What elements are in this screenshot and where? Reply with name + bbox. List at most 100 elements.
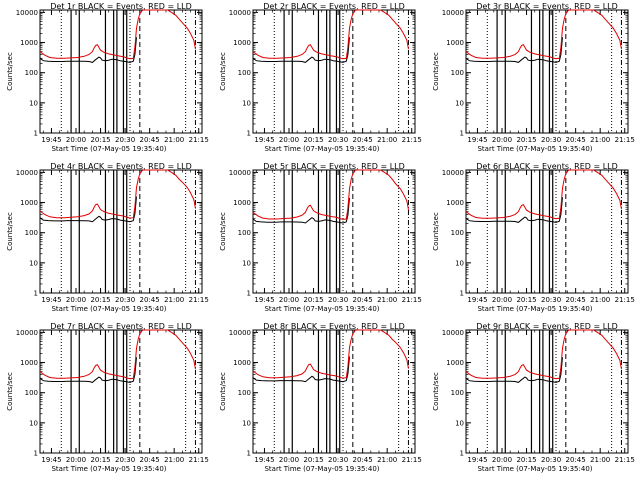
y-tick-label: 10000 <box>16 9 38 17</box>
plot-frame <box>39 9 203 134</box>
plot-frame <box>252 329 416 454</box>
y-tick-label: 1 <box>247 290 251 298</box>
x-axis-label: Start Time (07-May-05 19:35:40) <box>51 145 166 153</box>
x-tick-label: 20:00 <box>66 456 86 464</box>
x-tick-label: 20:45 <box>566 296 586 304</box>
x-tick-label: 20:15 <box>303 296 323 304</box>
y-tick-label: 1000 <box>233 199 251 207</box>
series-line-lld <box>465 9 622 60</box>
y-tick-label: 10 <box>242 99 251 107</box>
x-tick-label: 20:15 <box>90 456 110 464</box>
y-tick-label: 1 <box>460 130 464 138</box>
y-tick-label: 10000 <box>16 169 38 177</box>
y-tick-label: 1000 <box>20 199 38 207</box>
x-axis-label: Start Time (07-May-05 19:35:40) <box>264 145 379 153</box>
x-tick-label: 21:15 <box>189 296 209 304</box>
x-tick-label: 20:30 <box>328 136 348 144</box>
y-tick-label: 1 <box>247 450 251 458</box>
y-tick-label: 100 <box>451 389 464 397</box>
x-tick-label: 21:00 <box>164 456 184 464</box>
x-tick-label: 20:00 <box>492 136 512 144</box>
x-tick-label: 19:45 <box>41 296 61 304</box>
x-tick-label: 19:45 <box>467 136 487 144</box>
y-axis-label: Counts/sec <box>219 52 227 91</box>
x-axis-label: Start Time (07-May-05 19:35:40) <box>477 465 592 473</box>
x-tick-label: 20:00 <box>66 296 86 304</box>
y-tick-label: 10 <box>29 419 38 427</box>
y-axis-label: Counts/sec <box>6 52 14 91</box>
y-tick-label: 1 <box>34 130 38 138</box>
series-line-lld <box>39 9 196 60</box>
series-line-lld <box>252 169 409 220</box>
x-tick-label: 20:00 <box>279 296 299 304</box>
x-tick-label: 21:00 <box>590 296 610 304</box>
series-line-lld <box>465 169 622 220</box>
x-tick-label: 20:15 <box>516 136 536 144</box>
x-tick-label: 20:30 <box>115 456 135 464</box>
panel-7: Det 7r BLACK = Events, RED = LLD 1 10 100 10… <box>6 322 209 473</box>
y-tick-label: 10 <box>242 259 251 267</box>
x-tick-label: 20:30 <box>541 456 561 464</box>
y-tick-label: 10 <box>455 419 464 427</box>
panel-title: Det 5r BLACK = Events, RED = LLD <box>263 162 405 171</box>
panel-1: Det 1r BLACK = Events, RED = LLD 1 10 100 10… <box>6 2 209 153</box>
y-tick-label: 1000 <box>446 39 464 47</box>
x-tick-label: 20:30 <box>541 136 561 144</box>
y-axis-label: Counts/sec <box>6 212 14 251</box>
panel-9: Det 9r BLACK = Events, RED = LLD 1 10 100 10… <box>432 322 635 473</box>
x-tick-label: 20:15 <box>516 296 536 304</box>
x-tick-label: 21:00 <box>377 136 397 144</box>
x-tick-label: 19:45 <box>254 456 274 464</box>
x-tick-label: 20:30 <box>541 296 561 304</box>
x-tick-label: 21:15 <box>402 456 422 464</box>
x-tick-label: 21:00 <box>164 296 184 304</box>
series-line-events <box>252 356 350 383</box>
y-tick-label: 1 <box>34 450 38 458</box>
series-line-events <box>252 37 350 63</box>
y-tick-label: 10 <box>29 99 38 107</box>
y-tick-label: 100 <box>451 229 464 237</box>
y-tick-label: 10 <box>242 419 251 427</box>
series-line-lld <box>39 329 196 380</box>
panel-8: Det 8r BLACK = Events, RED = LLD 1 10 100 10… <box>219 322 422 473</box>
y-tick-label: 10000 <box>229 329 251 337</box>
x-tick-label: 20:15 <box>516 456 536 464</box>
plot-frame <box>465 329 629 454</box>
series-line-events <box>465 37 563 63</box>
x-tick-label: 19:45 <box>41 456 61 464</box>
y-tick-label: 1 <box>34 290 38 298</box>
y-axis-label: Counts/sec <box>6 372 14 411</box>
plot-frame <box>252 9 416 134</box>
x-tick-label: 20:15 <box>303 136 323 144</box>
y-tick-label: 10000 <box>442 169 464 177</box>
series-line-lld <box>252 9 409 60</box>
x-tick-label: 20:45 <box>353 136 373 144</box>
y-tick-label: 10000 <box>229 9 251 17</box>
y-tick-label: 10000 <box>229 169 251 177</box>
y-tick-label: 10000 <box>442 329 464 337</box>
y-axis-label: Counts/sec <box>219 372 227 411</box>
x-tick-label: 19:45 <box>467 296 487 304</box>
x-tick-label: 19:45 <box>467 456 487 464</box>
y-tick-label: 100 <box>238 229 251 237</box>
x-tick-label: 20:45 <box>566 456 586 464</box>
x-tick-label: 19:45 <box>41 136 61 144</box>
plot-frame <box>39 329 203 454</box>
plot-frame <box>252 169 416 294</box>
x-tick-label: 20:15 <box>90 296 110 304</box>
panel-title: Det 4r BLACK = Events, RED = LLD <box>50 162 192 171</box>
y-axis-label: Counts/sec <box>432 372 440 411</box>
y-tick-label: 100 <box>238 69 251 77</box>
y-tick-label: 1 <box>460 450 464 458</box>
x-tick-label: 21:00 <box>377 456 397 464</box>
y-tick-label: 1 <box>247 130 251 138</box>
panel-title: Det 9r BLACK = Events, RED = LLD <box>476 322 618 331</box>
plot-frame <box>465 9 629 134</box>
panel-title: Det 8r BLACK = Events, RED = LLD <box>263 322 405 331</box>
x-tick-label: 20:45 <box>140 296 160 304</box>
y-tick-label: 10000 <box>442 9 464 17</box>
x-axis-label: Start Time (07-May-05 19:35:40) <box>264 305 379 313</box>
y-axis-label: Counts/sec <box>219 212 227 251</box>
panel-title: Det 2r BLACK = Events, RED = LLD <box>263 2 405 11</box>
x-tick-label: 20:45 <box>353 456 373 464</box>
